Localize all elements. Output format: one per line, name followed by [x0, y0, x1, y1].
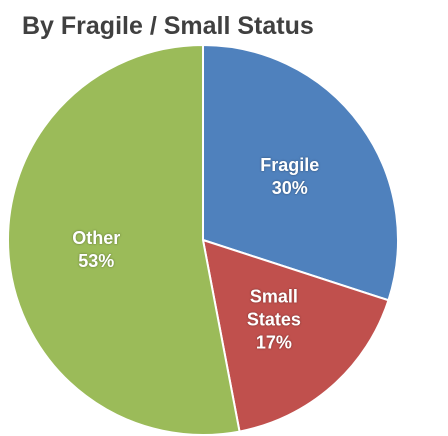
slice-value: 53% — [78, 251, 115, 272]
slice-label: Other 53% — [56, 227, 136, 273]
pie-slice — [202, 43, 399, 302]
pie-slice — [7, 43, 241, 436]
chart-title: By Fragile / Small Status — [22, 12, 314, 40]
slice-name: Other — [72, 228, 121, 249]
slice-value: 17% — [255, 332, 292, 353]
slice-name: Fragile — [260, 154, 320, 175]
pie-slice — [201, 238, 390, 433]
slice-name: Small States — [246, 286, 301, 330]
slice-label: Fragile 30% — [250, 154, 330, 200]
slice-label: Small States 17% — [234, 286, 314, 355]
slice-value: 30% — [271, 177, 308, 198]
